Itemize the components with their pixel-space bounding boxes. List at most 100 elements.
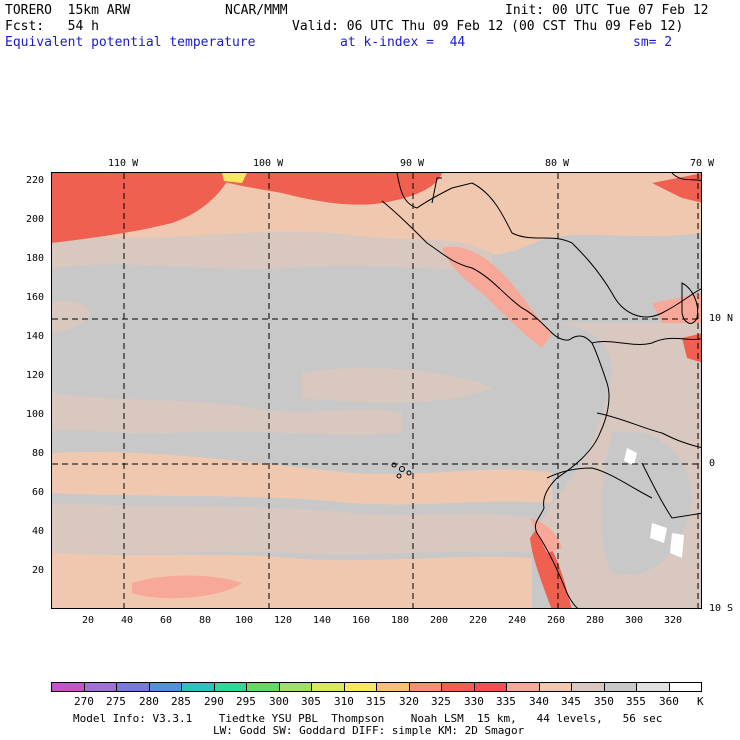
field-warm-caribbean [682,333,701,363]
y-grid-label: 60 [32,487,45,498]
field-band-south [52,553,532,608]
init-time: Init: 00 UTC Tue 07 Feb 12 [505,3,709,18]
colorbar-swatch [441,682,475,692]
x-grid-label: 280 [586,615,605,626]
colorbar-swatch [571,682,605,692]
colorbar-swatch [343,682,377,692]
colorbar-label: 335 [496,695,516,708]
y-grid-label: 100 [26,409,45,420]
island-galapagos [396,473,402,479]
colorbar-swatch [148,682,182,692]
lat-label-10s: 10 S [709,603,734,614]
colorbar-swatch [181,682,215,692]
theta-e-map [51,172,702,609]
colorbar-swatch [376,682,410,692]
lon-label-100w: 100 W [253,158,284,169]
border-guatemala [431,177,442,204]
colorbar-swatch [213,682,247,692]
y-grid-label: 20 [32,565,45,576]
field-band [52,231,492,273]
colorbar-label: 355 [626,695,646,708]
y-grid-label: 220 [26,175,45,186]
map-canvas [52,173,701,608]
border-colombia-peru [596,412,701,449]
field-hot-spot [222,173,247,183]
field-warm-mexico [52,173,232,243]
colorbar-swatch [668,682,702,692]
graticule [52,173,701,608]
lon-label-80w: 80 W [545,158,570,169]
x-grid-label: 40 [121,615,134,626]
coastline-south-america-pacific [534,342,610,608]
field-warm-central-america [442,246,552,348]
colorbar-label: 325 [431,695,451,708]
field-cold-patch [670,533,684,558]
colorbar-label: 280 [139,695,159,708]
model-name: TORERO 15km ARW [5,3,131,18]
field-land-grey [600,431,692,575]
colorbar-label: 320 [399,695,419,708]
coastline-lake-maracaibo [681,282,699,324]
colorbar-unit: K [697,695,704,708]
y-grid-label: 160 [26,292,45,303]
colorbar-label: 285 [171,695,191,708]
x-grid-label: 200 [430,615,449,626]
colorbar-label: 315 [366,695,386,708]
lon-label-110w: 110 W [108,158,139,169]
island-galapagos [406,470,412,476]
island-galapagos [391,462,397,468]
x-grid-label: 140 [313,615,332,626]
field-warm-coast [530,528,572,608]
y-grid-label: 200 [26,214,45,225]
border-peru-brazil [641,462,701,519]
colorbar-swatch [603,682,637,692]
colorbar-label: 300 [269,695,289,708]
field-warm-caribbean [652,293,701,323]
field-warm-mexico [192,173,442,205]
coastline-caribbean [396,173,701,318]
smoothing-label: sm= 2 [633,35,673,50]
colorbar-swatch [538,682,572,692]
colorbar-label: 270 [74,695,94,708]
colorbar-label: 305 [301,695,321,708]
colorbar-label: 275 [106,695,126,708]
colorbar-swatch [473,682,507,692]
lat-label-0: 0 [709,458,716,469]
x-grid-label: 240 [508,615,527,626]
lat-label-10n: 10 N [709,313,734,324]
field-title: Equivalent potential temperature [5,35,256,50]
x-grid-label: 120 [274,615,293,626]
x-grid-label: 20 [82,615,95,626]
lon-label-90w: 90 W [400,158,425,169]
colorbar-swatch [278,682,312,692]
colorbar-swatch [408,682,442,692]
colorbar-label: 345 [561,695,581,708]
lon-label-70w: 70 W [690,158,715,169]
model-info-line2: LW: Godd SW: Goddard DIFF: simple KM: 2D… [213,724,525,737]
field-band [52,393,402,435]
colorbar-swatch [51,682,85,692]
field-cold-patch [624,448,637,465]
colorbar-swatch [636,682,670,692]
colorbar-swatch [311,682,345,692]
field-warm-patch [132,575,242,599]
border-colombia-venezuela [591,337,701,345]
colorbar-label: 340 [529,695,549,708]
field-band [302,368,492,403]
y-grid-label: 80 [32,448,45,459]
x-grid-label: 100 [235,615,254,626]
colorbar-swatch [506,682,540,692]
coastline-central-america-pacific [381,200,593,344]
y-grid-label: 140 [26,331,45,342]
field-band [52,503,532,555]
x-grid-label: 160 [352,615,371,626]
field-warm-caribbean [652,173,701,203]
island-galapagos [399,466,405,472]
coastline-cuba [671,173,701,182]
colorbar-swatch [83,682,117,692]
colorbar-label: 295 [236,695,256,708]
x-grid-label: 60 [160,615,173,626]
colorbar-label: 330 [464,695,484,708]
valid-time: Valid: 06 UTC Thu 09 Feb 12 (00 CST Thu … [292,19,684,34]
field-band [52,452,552,505]
